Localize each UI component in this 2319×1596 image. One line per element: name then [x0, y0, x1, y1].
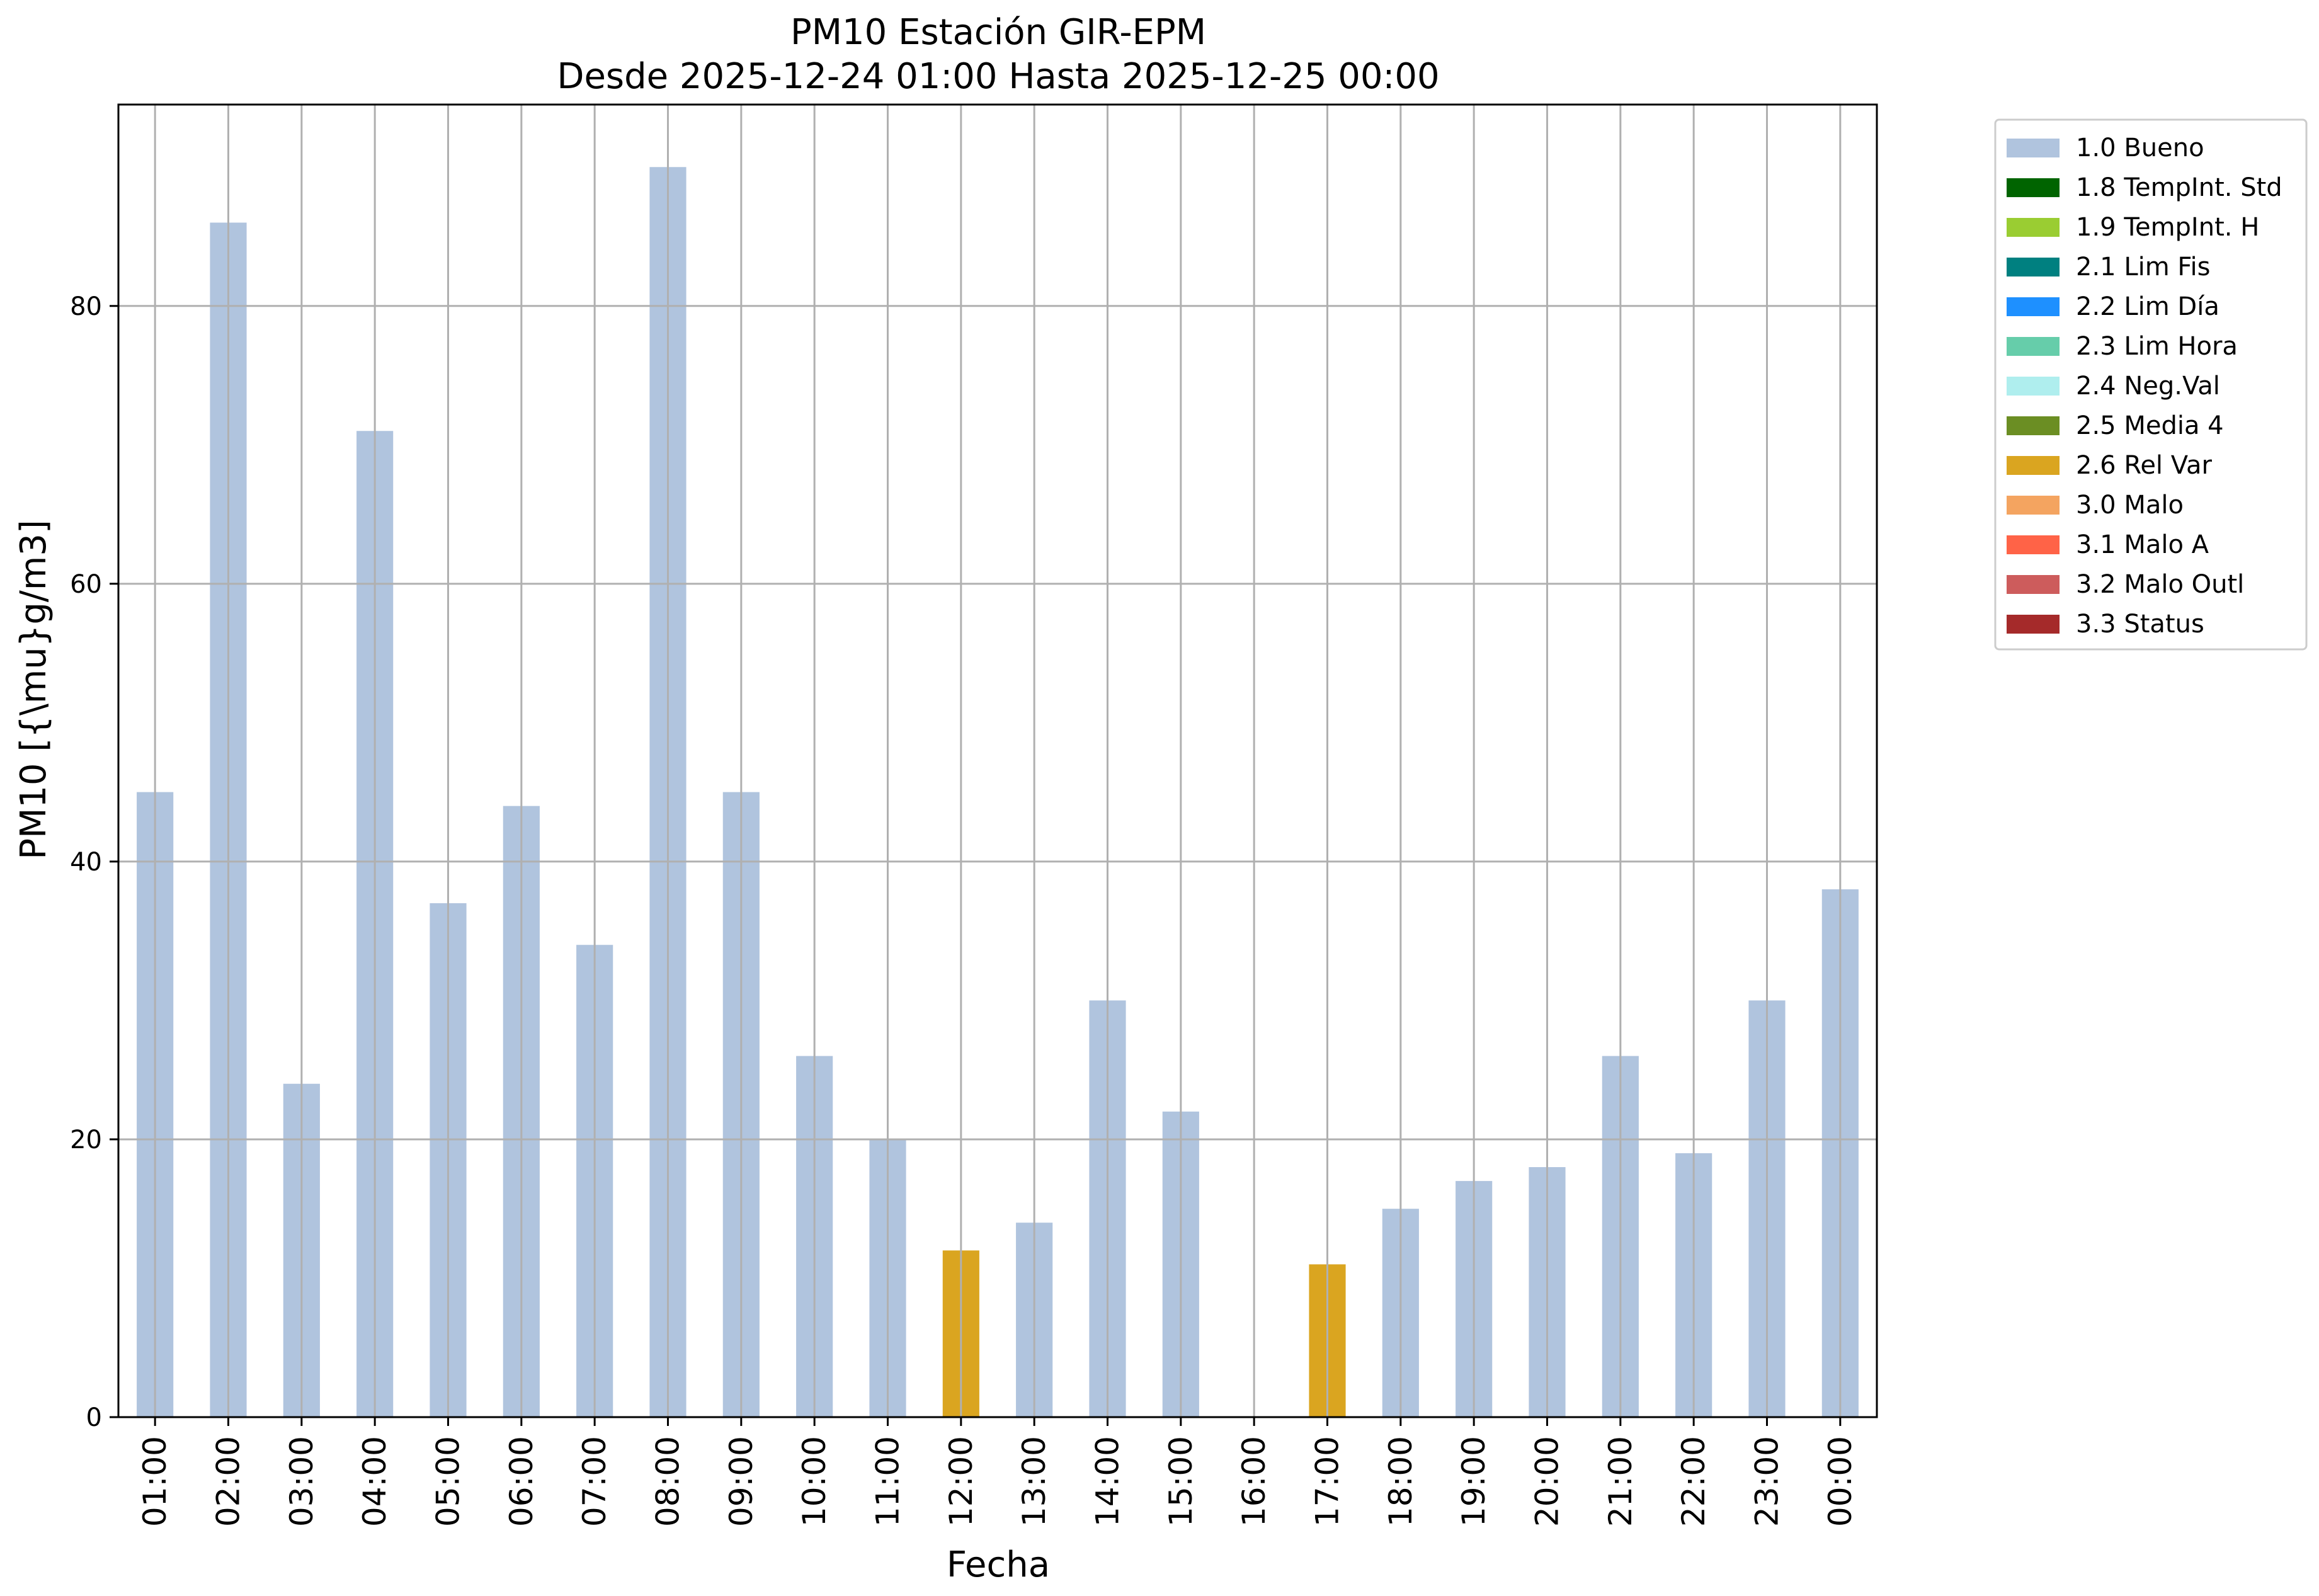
- x-tick-label: 15:00: [1163, 1436, 1199, 1527]
- legend-label: 3.2 Malo Outl: [2076, 570, 2244, 599]
- legend-swatch: [2007, 297, 2060, 316]
- plot-area: 0 20 40 60 80 01:00 02:00 03:00 04:00 05:00 06:00 0…: [70, 103, 1878, 1527]
- x-tick-label: 04:00: [356, 1436, 393, 1527]
- x-tick-label: 02:00: [210, 1436, 247, 1527]
- legend-label: 2.3 Lim Hora: [2076, 332, 2238, 361]
- x-tick-label: 08:00: [650, 1436, 687, 1527]
- x-tick-label: 13:00: [1016, 1436, 1052, 1527]
- x-tick-label: 00:00: [1822, 1436, 1859, 1527]
- legend-swatch: [2007, 139, 2060, 157]
- x-tick-label: 10:00: [796, 1436, 833, 1527]
- x-tick-label: 17:00: [1309, 1436, 1346, 1527]
- y-axis-label: PM10 [{\mu}g/m3]: [13, 520, 54, 860]
- legend-label: 2.5 Media 4: [2076, 411, 2224, 440]
- legend-swatch: [2007, 178, 2060, 197]
- axes-frame: [117, 103, 1878, 1418]
- legend-label: 2.6 Rel Var: [2076, 451, 2213, 480]
- legend-swatch: [2007, 535, 2060, 554]
- legend-swatch: [2007, 337, 2060, 356]
- y-tick-label: 40: [70, 848, 102, 877]
- x-axis-label: Fecha: [947, 1544, 1050, 1585]
- legend-swatch: [2007, 575, 2060, 594]
- legend-swatch: [2007, 258, 2060, 276]
- x-tick-label: 22:00: [1675, 1436, 1712, 1527]
- x-tick-label: 09:00: [723, 1436, 760, 1527]
- legend-label: 2.4 Neg.Val: [2076, 372, 2220, 401]
- x-tick-label: 20:00: [1529, 1436, 1566, 1527]
- legend-label: 3.0 Malo: [2076, 491, 2184, 520]
- y-tick-label: 0: [86, 1403, 102, 1432]
- legend-label: 3.3 Status: [2076, 610, 2204, 639]
- legend-label: 2.1 Lim Fis: [2076, 253, 2210, 282]
- x-tick-label: 19:00: [1456, 1436, 1492, 1527]
- legend-swatch: [2007, 377, 2060, 396]
- chart-subtitle: Desde 2025-12-24 01:00 Hasta 2025-12-25 …: [557, 56, 1439, 97]
- y-tick-label: 80: [70, 292, 102, 321]
- legend-swatch: [2007, 615, 2060, 634]
- legend-label: 1.9 TempInt. H: [2076, 213, 2259, 242]
- x-tick-label: 01:00: [137, 1436, 173, 1527]
- x-tick-label: 16:00: [1236, 1436, 1272, 1527]
- x-tick-label: 14:00: [1090, 1436, 1126, 1527]
- x-tick-label: 21:00: [1602, 1436, 1639, 1527]
- y-tick-label: 20: [70, 1126, 102, 1154]
- x-tick-label: 03:00: [283, 1436, 320, 1527]
- x-tick-label: 06:00: [503, 1436, 540, 1527]
- legend-swatch: [2007, 416, 2060, 435]
- legend: 1.0 Bueno 1.8 TempInt. Std 1.9 TempInt. H 2…: [1994, 118, 2308, 651]
- legend-label: 2.2 Lim Día: [2076, 292, 2219, 321]
- x-tick-label: 18:00: [1382, 1436, 1419, 1527]
- x-tick-label: 12:00: [943, 1436, 979, 1527]
- x-tick-label: 07:00: [576, 1436, 613, 1527]
- legend-box: [1994, 118, 2308, 651]
- x-tick-label: 11:00: [870, 1436, 906, 1527]
- x-tick-label: 05:00: [430, 1436, 467, 1527]
- legend-label: 1.8 TempInt. Std: [2076, 173, 2282, 202]
- legend-label: 3.1 Malo A: [2076, 530, 2209, 559]
- y-tick-label: 60: [70, 570, 102, 599]
- x-tick-label: 23:00: [1749, 1436, 1786, 1527]
- legend-swatch: [2007, 496, 2060, 515]
- legend-swatch: [2007, 456, 2060, 475]
- legend-swatch: [2007, 218, 2060, 237]
- legend-label: 1.0 Bueno: [2076, 134, 2204, 162]
- chart-title: PM10 Estación GIR-EPM: [790, 12, 1206, 53]
